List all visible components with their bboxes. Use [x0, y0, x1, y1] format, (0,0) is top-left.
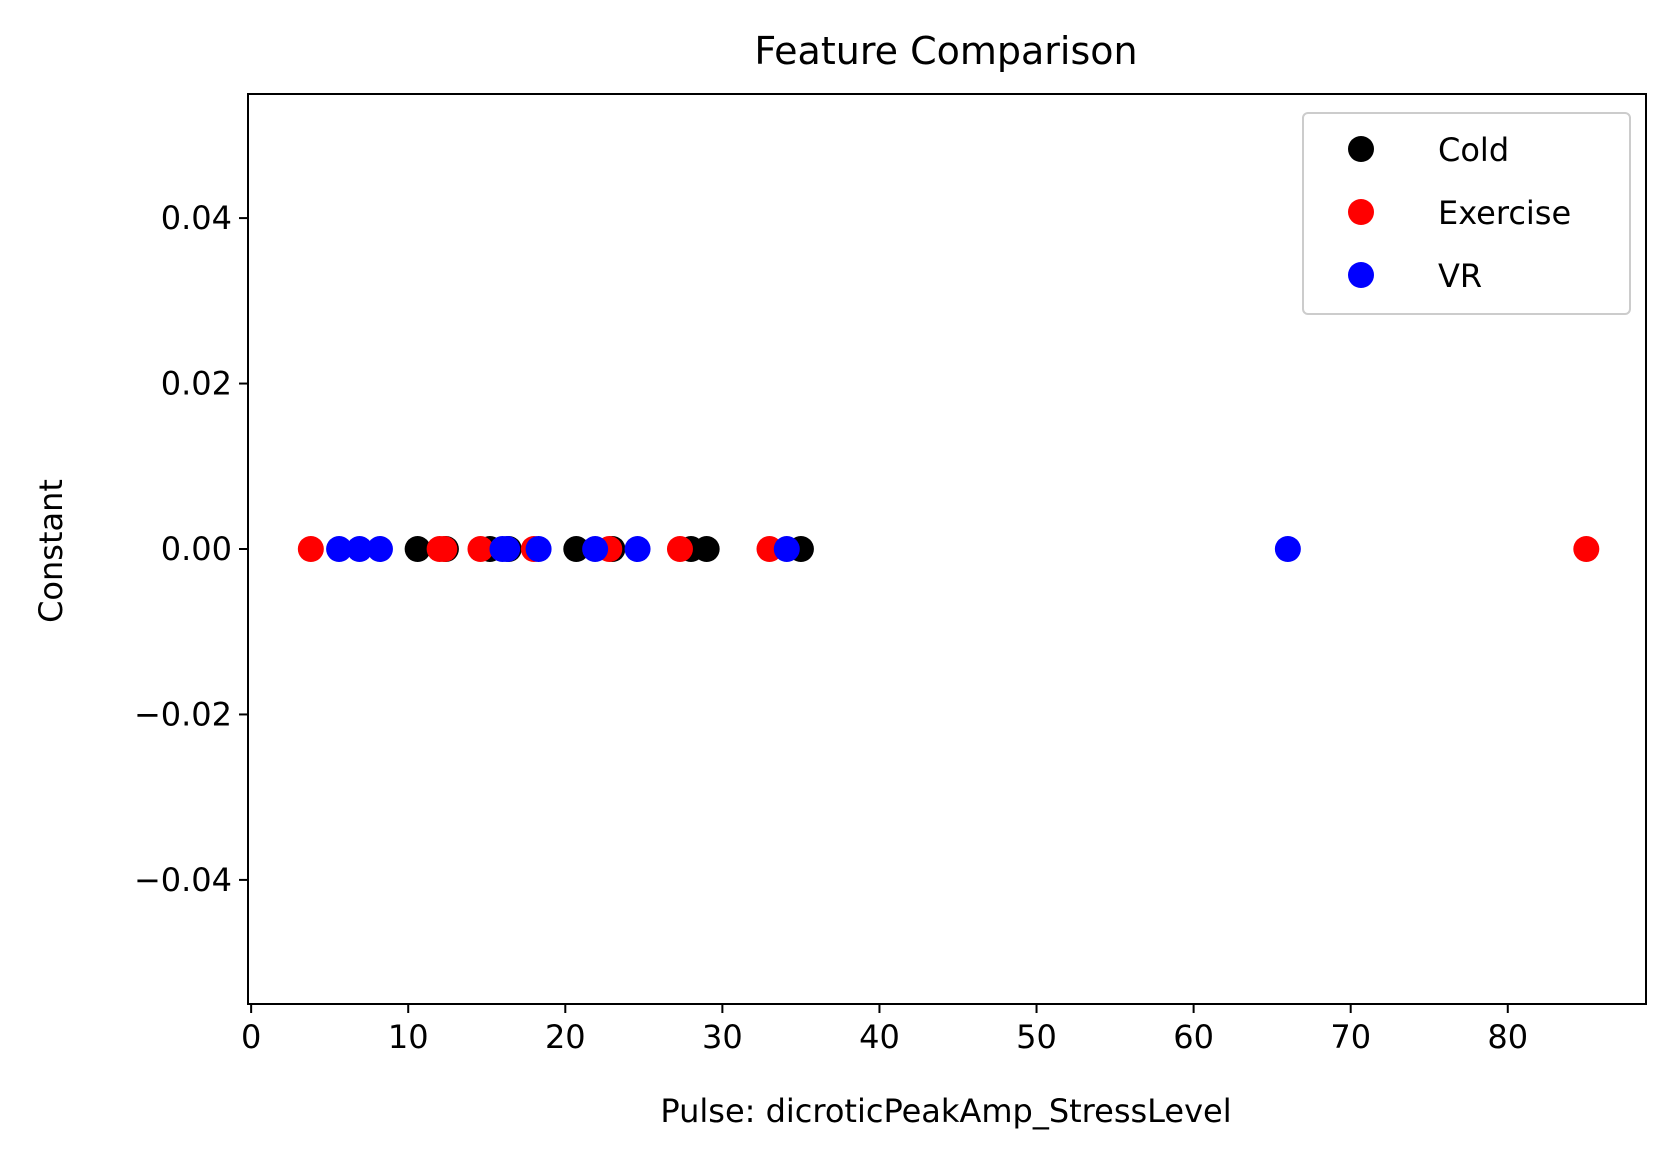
x-tick-label: 10: [388, 1018, 429, 1056]
data-point-vr: [494, 536, 521, 562]
y-tick-label: −0.02: [134, 695, 232, 733]
data-point-cold: [404, 536, 431, 562]
y-tick-label: 0.00: [161, 530, 232, 568]
data-point-exercise: [1573, 536, 1600, 562]
data-point-exercise: [666, 536, 693, 562]
x-tick-label: 20: [545, 1018, 586, 1056]
y-tick-label: 0.02: [161, 365, 232, 403]
legend-marker-vr: [1348, 262, 1374, 288]
legend-box: [1302, 112, 1631, 315]
y-tick-label: 0.04: [161, 199, 232, 237]
legend-label-cold: Cold: [1438, 131, 1509, 169]
data-point-exercise: [431, 536, 458, 562]
data-point-exercise: [297, 536, 324, 562]
data-point-vr: [326, 536, 353, 562]
x-tick-label: 0: [241, 1018, 261, 1056]
data-point-vr: [773, 536, 800, 562]
data-point-cold: [563, 536, 590, 562]
legend-label-exercise: Exercise: [1438, 194, 1571, 232]
data-point-vr: [525, 536, 552, 562]
x-tick-label: 40: [859, 1018, 900, 1056]
data-point-vr: [346, 536, 373, 562]
x-tick-label: 70: [1330, 1018, 1371, 1056]
x-tick-label: 80: [1487, 1018, 1528, 1056]
x-tick-label: 30: [702, 1018, 743, 1056]
data-point-exercise: [467, 536, 494, 562]
data-point-vr: [366, 536, 393, 562]
x-axis-label: Pulse: dicroticPeakAmp_StressLevel: [660, 1092, 1231, 1130]
legend-marker-exercise: [1348, 199, 1374, 225]
x-tick-label: 60: [1173, 1018, 1214, 1056]
data-point-vr: [582, 536, 609, 562]
chart-title: Feature Comparison: [754, 29, 1137, 73]
legend: Cold Exercise VR: [1302, 112, 1631, 315]
y-axis-label: Constant: [32, 479, 70, 623]
plot-area: 0 10 20 30 40 50 60 70 80 −0.04 −0.02 0.00 0.02 0.04: [134, 93, 1647, 1056]
data-point-vr: [1274, 536, 1301, 562]
data-point-vr: [624, 536, 651, 562]
legend-marker-cold: [1348, 136, 1374, 162]
legend-label-vr: VR: [1438, 257, 1482, 295]
y-tick-label: −0.04: [134, 861, 232, 899]
data-point-cold: [693, 536, 720, 562]
x-tick-label: 50: [1016, 1018, 1057, 1056]
